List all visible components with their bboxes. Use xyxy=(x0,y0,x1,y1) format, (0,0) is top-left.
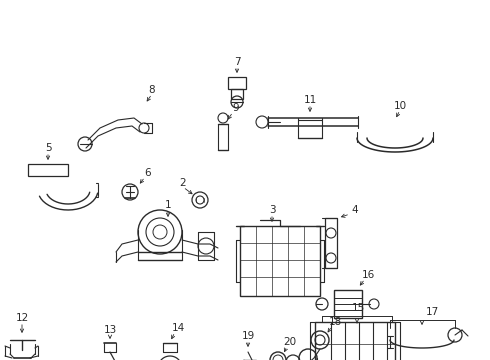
Text: 7: 7 xyxy=(234,57,240,67)
Bar xyxy=(240,226,320,296)
Text: 13: 13 xyxy=(103,325,117,335)
Text: 2: 2 xyxy=(180,178,186,188)
Text: 17: 17 xyxy=(425,307,439,317)
Bar xyxy=(228,77,246,89)
Text: 9: 9 xyxy=(233,103,239,113)
Text: 16: 16 xyxy=(361,270,375,280)
Text: 14: 14 xyxy=(172,323,185,333)
Text: 4: 4 xyxy=(352,205,358,215)
Text: 15: 15 xyxy=(351,303,365,313)
Text: 3: 3 xyxy=(269,205,275,215)
Text: 20: 20 xyxy=(283,337,296,347)
Bar xyxy=(231,89,243,99)
Text: 6: 6 xyxy=(145,168,151,178)
Bar xyxy=(325,218,337,268)
Bar xyxy=(28,164,68,176)
Text: 18: 18 xyxy=(328,317,342,327)
Text: 5: 5 xyxy=(45,143,51,153)
Bar xyxy=(334,290,362,318)
Text: 11: 11 xyxy=(303,95,317,105)
Text: 10: 10 xyxy=(393,101,407,111)
Text: 19: 19 xyxy=(242,331,255,341)
Bar xyxy=(315,322,395,360)
Text: 8: 8 xyxy=(148,85,155,95)
Text: 1: 1 xyxy=(165,200,172,210)
Text: 12: 12 xyxy=(15,313,28,323)
